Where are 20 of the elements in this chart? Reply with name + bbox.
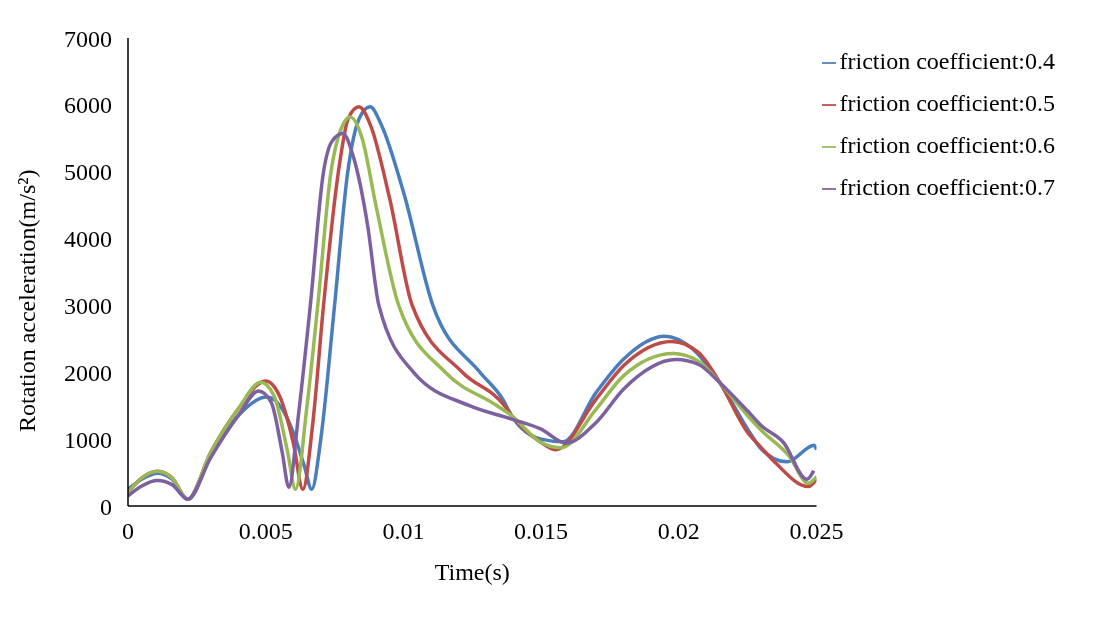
x-tick-label: 0.02 xyxy=(657,518,700,545)
legend-label: friction coefficient:0.4 xyxy=(839,48,1055,74)
legend-label: friction coefficient:0.5 xyxy=(839,90,1055,116)
y-tick-label: 2000 xyxy=(64,359,112,386)
y-tick-label: 6000 xyxy=(64,92,112,119)
x-tick-label: 0.005 xyxy=(238,518,293,545)
legend-label: friction coefficient:0.6 xyxy=(839,132,1055,158)
y-tick-label: 7000 xyxy=(64,25,112,52)
y-tick-label: 0 xyxy=(100,493,112,520)
y-tick-label: 1000 xyxy=(64,426,112,453)
x-tick-label: 0 xyxy=(122,518,134,545)
y-tick-label: 5000 xyxy=(64,159,112,186)
x-tick-label: 0.01 xyxy=(382,518,425,545)
x-tick-label: 0.025 xyxy=(789,518,844,545)
y-tick-label: 4000 xyxy=(64,226,112,253)
y-tick-label: 3000 xyxy=(64,292,112,319)
x-tick-label: 0.015 xyxy=(514,518,569,545)
legend-label: friction coefficient:0.7 xyxy=(839,174,1055,200)
x-axis-title: Time(s) xyxy=(434,559,510,585)
y-axis-title: Rotation acceleration(m/s²) xyxy=(13,169,40,432)
